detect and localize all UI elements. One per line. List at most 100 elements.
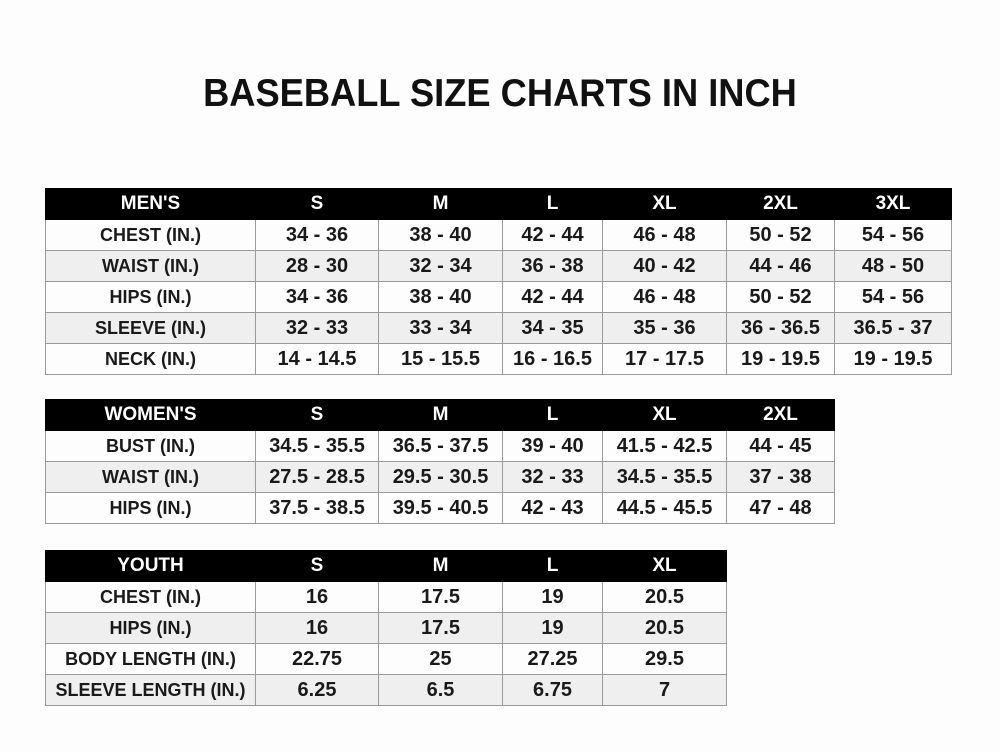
table-category-header: YOUTH (45, 550, 256, 582)
size-value-cell: 17.5 (378, 581, 503, 613)
mens-size-table: MEN'S S M L XL 2XL 3XL CHEST (IN.) 34 - 36 38 - 4… (45, 188, 952, 375)
size-value-cell: 27.25 (502, 643, 603, 675)
size-value-cell: 39.5 - 40.5 (378, 492, 503, 524)
size-value-cell: 54 - 56 (834, 281, 952, 313)
size-column-header: S (255, 188, 379, 220)
size-value-cell: 44 - 46 (726, 250, 835, 282)
table-header-row: MEN'S S M L XL 2XL 3XL (45, 188, 952, 220)
size-value-cell: 46 - 48 (602, 281, 727, 313)
table-header-row: WOMEN'S S M L XL 2XL (45, 399, 835, 431)
size-value-cell: 29.5 (602, 643, 727, 675)
size-column-header: XL (602, 399, 727, 431)
size-value-cell: 16 (255, 612, 379, 644)
size-value-cell: 35 - 36 (602, 312, 727, 344)
size-value-cell: 19 (502, 612, 603, 644)
size-value-cell: 19 - 19.5 (834, 343, 952, 375)
size-value-cell: 25 (378, 643, 503, 675)
table-category-header: MEN'S (45, 188, 256, 220)
page-title: BASEBALL SIZE CHARTS IN INCH (203, 72, 797, 115)
measurement-label: SLEEVE (IN.) (45, 312, 256, 344)
size-value-cell: 6.25 (255, 674, 379, 706)
size-value-cell: 34 - 36 (255, 219, 379, 251)
size-value-cell: 50 - 52 (726, 219, 835, 251)
table-row: HIPS (IN.) 37.5 - 38.5 39.5 - 40.5 42 - 43 4… (45, 492, 835, 524)
size-value-cell: 17.5 (378, 612, 503, 644)
size-value-cell: 20.5 (602, 581, 727, 613)
size-column-header: 2XL (726, 399, 835, 431)
measurement-label: CHEST (IN.) (45, 581, 256, 613)
size-column-header: XL (602, 188, 727, 220)
size-value-cell: 34.5 - 35.5 (255, 430, 379, 462)
table-row: BODY LENGTH (IN.) 22.75 25 27.25 29.5 (45, 643, 727, 675)
table-header-row: YOUTH S M L XL (45, 550, 727, 582)
size-value-cell: 34 - 35 (502, 312, 603, 344)
size-column-header: M (378, 188, 503, 220)
table-row: NECK (IN.) 14 - 14.5 15 - 15.5 16 - 16.5 17 … (45, 343, 952, 375)
size-value-cell: 33 - 34 (378, 312, 503, 344)
size-value-cell: 36.5 - 37.5 (378, 430, 503, 462)
table-row: WAIST (IN.) 28 - 30 32 - 34 36 - 38 40 - 42 4… (45, 250, 952, 282)
size-column-header: L (502, 399, 603, 431)
size-column-header: M (378, 399, 503, 431)
size-value-cell: 48 - 50 (834, 250, 952, 282)
size-value-cell: 6.75 (502, 674, 603, 706)
womens-size-table: WOMEN'S S M L XL 2XL BUST (IN.) 34.5 - 35.5 36.5… (45, 399, 835, 524)
size-value-cell: 44 - 45 (726, 430, 835, 462)
size-value-cell: 39 - 40 (502, 430, 603, 462)
size-value-cell: 54 - 56 (834, 219, 952, 251)
measurement-label: BODY LENGTH (IN.) (45, 643, 256, 675)
size-value-cell: 37 - 38 (726, 461, 835, 493)
measurement-label: SLEEVE LENGTH (IN.) (45, 674, 256, 706)
size-value-cell: 42 - 44 (502, 281, 603, 313)
youth-size-table: YOUTH S M L XL CHEST (IN.) 16 17.5 19 20.5 HIPS (I… (45, 550, 727, 706)
measurement-label: CHEST (IN.) (45, 219, 256, 251)
size-value-cell: 38 - 40 (378, 281, 503, 313)
size-value-cell: 42 - 44 (502, 219, 603, 251)
table-row: HIPS (IN.) 34 - 36 38 - 40 42 - 44 46 - 48 50… (45, 281, 952, 313)
table-row: SLEEVE LENGTH (IN.) 6.25 6.5 6.75 7 (45, 674, 727, 706)
table-row: CHEST (IN.) 16 17.5 19 20.5 (45, 581, 727, 613)
size-value-cell: 38 - 40 (378, 219, 503, 251)
size-value-cell: 19 (502, 581, 603, 613)
size-column-header: S (255, 399, 379, 431)
size-value-cell: 19 - 19.5 (726, 343, 835, 375)
size-value-cell: 17 - 17.5 (602, 343, 727, 375)
size-value-cell: 41.5 - 42.5 (602, 430, 727, 462)
size-value-cell: 34.5 - 35.5 (602, 461, 727, 493)
size-value-cell: 46 - 48 (602, 219, 727, 251)
measurement-label: NECK (IN.) (45, 343, 256, 375)
size-value-cell: 32 - 34 (378, 250, 503, 282)
size-value-cell: 28 - 30 (255, 250, 379, 282)
size-value-cell: 32 - 33 (502, 461, 603, 493)
size-value-cell: 7 (602, 674, 727, 706)
size-value-cell: 47 - 48 (726, 492, 835, 524)
table-row: BUST (IN.) 34.5 - 35.5 36.5 - 37.5 39 - 40 4… (45, 430, 835, 462)
size-value-cell: 20.5 (602, 612, 727, 644)
size-value-cell: 37.5 - 38.5 (255, 492, 379, 524)
table-category-header: WOMEN'S (45, 399, 256, 431)
size-column-header: 3XL (834, 188, 952, 220)
size-value-cell: 6.5 (378, 674, 503, 706)
size-value-cell: 50 - 52 (726, 281, 835, 313)
table-row: CHEST (IN.) 34 - 36 38 - 40 42 - 44 46 - 48 5… (45, 219, 952, 251)
size-value-cell: 32 - 33 (255, 312, 379, 344)
size-column-header: L (502, 188, 603, 220)
size-value-cell: 16 - 16.5 (502, 343, 603, 375)
size-value-cell: 44.5 - 45.5 (602, 492, 727, 524)
size-value-cell: 34 - 36 (255, 281, 379, 313)
size-value-cell: 36.5 - 37 (834, 312, 952, 344)
size-value-cell: 22.75 (255, 643, 379, 675)
measurement-label: HIPS (IN.) (45, 612, 256, 644)
size-value-cell: 36 - 36.5 (726, 312, 835, 344)
size-column-header: L (502, 550, 603, 582)
measurement-label: WAIST (IN.) (45, 250, 256, 282)
measurement-label: WAIST (IN.) (45, 461, 256, 493)
size-value-cell: 40 - 42 (602, 250, 727, 282)
measurement-label: BUST (IN.) (45, 430, 256, 462)
size-column-header: M (378, 550, 503, 582)
size-column-header: XL (602, 550, 727, 582)
size-column-header: S (255, 550, 379, 582)
size-value-cell: 36 - 38 (502, 250, 603, 282)
size-value-cell: 14 - 14.5 (255, 343, 379, 375)
table-row: HIPS (IN.) 16 17.5 19 20.5 (45, 612, 727, 644)
